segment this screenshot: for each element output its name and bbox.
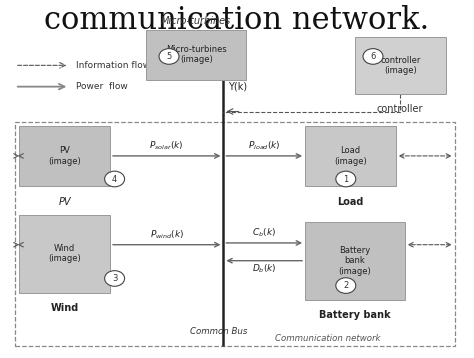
Text: 6: 6 [370,52,376,61]
Text: Wind
(image): Wind (image) [48,244,81,263]
Text: Micro-turbines
(image): Micro-turbines (image) [166,45,227,64]
Circle shape [336,278,356,294]
Text: 5: 5 [166,52,172,61]
Text: controller
(image): controller (image) [380,55,420,75]
Circle shape [105,171,125,187]
Text: Information flow: Information flow [76,61,150,70]
Text: $P_{wind}(k)$: $P_{wind}(k)$ [150,229,184,241]
FancyBboxPatch shape [305,222,405,300]
Text: 3: 3 [112,274,117,283]
FancyBboxPatch shape [146,30,246,79]
Text: communication network.: communication network. [45,5,429,36]
Text: $D_b(k)$: $D_b(k)$ [252,262,276,275]
FancyBboxPatch shape [355,37,446,94]
Circle shape [363,49,383,64]
Circle shape [105,271,125,286]
Text: PV
(image): PV (image) [48,146,81,166]
Text: Power  flow: Power flow [76,82,128,91]
Text: $C_b(k)$: $C_b(k)$ [252,227,276,240]
Circle shape [159,49,179,64]
Text: Battery
bank
(image): Battery bank (image) [338,246,371,276]
Text: Y(k): Y(k) [228,82,247,92]
Text: controller: controller [377,105,423,115]
Text: Communication network: Communication network [275,334,381,343]
Text: PV: PV [58,197,71,207]
Text: $P_{solar}(k)$: $P_{solar}(k)$ [149,140,184,153]
Text: Common Bus: Common Bus [190,327,247,336]
FancyBboxPatch shape [19,126,110,186]
Text: Battery bank: Battery bank [319,310,391,320]
Text: 4: 4 [112,174,117,184]
Text: Load
(image): Load (image) [334,146,367,166]
FancyBboxPatch shape [19,214,110,293]
Text: Micro-turbines: Micro-turbines [161,16,231,26]
Text: Load: Load [337,197,364,207]
Text: $P_{load}(k)$: $P_{load}(k)$ [248,140,281,153]
Text: 1: 1 [343,174,348,184]
Circle shape [336,171,356,187]
FancyBboxPatch shape [305,126,396,186]
Text: Wind: Wind [51,303,79,313]
Text: 2: 2 [343,281,348,290]
